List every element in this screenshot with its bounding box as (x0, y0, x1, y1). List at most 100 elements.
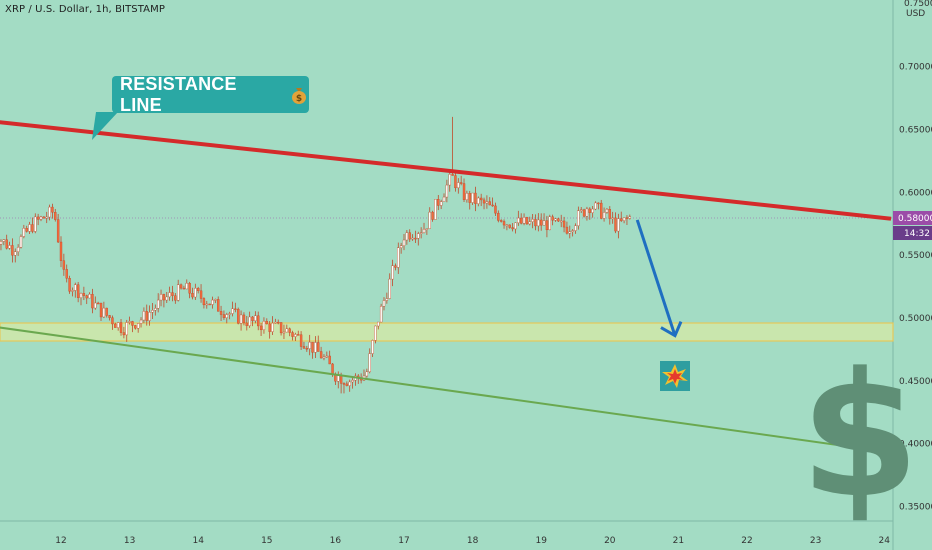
resistance-callout[interactable]: RESISTANCE LINE $ (112, 74, 309, 115)
candle-body (191, 293, 194, 298)
projection-arrow[interactable] (635, 219, 683, 338)
candle-body (182, 287, 186, 290)
projection-arrow-shaft (635, 219, 677, 337)
candle-body (399, 245, 403, 248)
time-tick-label: 18 (467, 536, 479, 546)
candle-body (239, 314, 243, 324)
candle-body (282, 331, 286, 334)
candle-body (168, 292, 171, 298)
candle-body (608, 209, 611, 219)
resistance-line[interactable] (0, 120, 892, 221)
callout-pointer (92, 112, 118, 140)
candle-body (368, 353, 371, 373)
candle-body (588, 208, 591, 213)
candle-body (497, 212, 500, 221)
candle-body (288, 328, 291, 333)
candle-body (268, 323, 271, 332)
candle-body (331, 363, 334, 375)
candle-body (297, 334, 300, 336)
candle-body (462, 183, 466, 200)
candle-body (374, 325, 377, 341)
candle-body (237, 308, 240, 324)
candle-body (196, 288, 200, 292)
candle-body (551, 216, 554, 221)
candle-body (351, 379, 354, 383)
candle-body (202, 298, 206, 306)
candle-body (136, 323, 140, 329)
candle-body (262, 320, 266, 331)
countdown-label: 14:32 (904, 229, 930, 239)
candle-body (554, 218, 557, 221)
candle-body (199, 290, 203, 299)
candle-body (594, 202, 597, 210)
candle-body (179, 284, 183, 289)
candle-body (257, 315, 260, 327)
candle-body (116, 322, 120, 328)
candle-body (22, 228, 26, 237)
candle-body (628, 216, 632, 219)
candle-body (434, 199, 437, 220)
candle-body (437, 199, 440, 206)
candle-body (585, 208, 589, 217)
candle-body (131, 321, 134, 326)
candle-body (222, 314, 226, 318)
candle-body (562, 220, 566, 228)
candle-body (214, 299, 217, 301)
candle-body (337, 375, 340, 382)
candle-body (425, 228, 429, 230)
price-axis-currency-label: USD (906, 9, 925, 19)
candle-body (328, 355, 331, 365)
candle-body (259, 325, 263, 331)
candle-body (605, 209, 609, 213)
candle-body (411, 237, 414, 240)
candle-body (448, 174, 451, 186)
candle-body (91, 294, 94, 309)
candle-body (2, 239, 6, 242)
candle-body (345, 383, 349, 386)
candle-body (582, 209, 586, 217)
candle-body (111, 317, 114, 325)
candle-body (542, 220, 546, 226)
candle-body (445, 184, 449, 198)
candle-body (505, 224, 509, 227)
candle-body (119, 322, 123, 333)
candle-body (494, 205, 497, 214)
candle-body (142, 311, 146, 321)
candle-body (194, 288, 197, 298)
candle-body (174, 295, 177, 301)
candle-body (291, 332, 294, 337)
candle-body (454, 175, 457, 189)
candle-body (79, 293, 83, 298)
candle-body (85, 295, 88, 299)
candle-body (540, 219, 543, 226)
candle-body (317, 342, 320, 352)
candle-body (385, 298, 389, 301)
candle-body (71, 290, 74, 292)
candle-body (528, 221, 531, 225)
candle-body (565, 226, 569, 234)
candle-body (5, 239, 8, 249)
candle-body (311, 341, 314, 353)
symbol-title: XRP / U.S. Dollar, 1h, BITSTAMP (5, 4, 165, 15)
candle-body (39, 216, 43, 220)
candle-body (88, 294, 91, 299)
candle-body (577, 210, 580, 226)
candle-body (602, 212, 606, 219)
candle-body (571, 230, 574, 232)
candle-body (342, 383, 346, 385)
candle-body (419, 232, 423, 234)
candle-body (348, 381, 351, 386)
time-tick-label: 24 (878, 536, 890, 546)
candle-body (31, 224, 34, 232)
candle-body (622, 217, 626, 221)
candle-body (65, 269, 68, 279)
candle-body (99, 302, 103, 318)
candle-body (428, 211, 431, 229)
support-trend-line[interactable] (0, 326, 892, 454)
candle-body (474, 192, 477, 204)
